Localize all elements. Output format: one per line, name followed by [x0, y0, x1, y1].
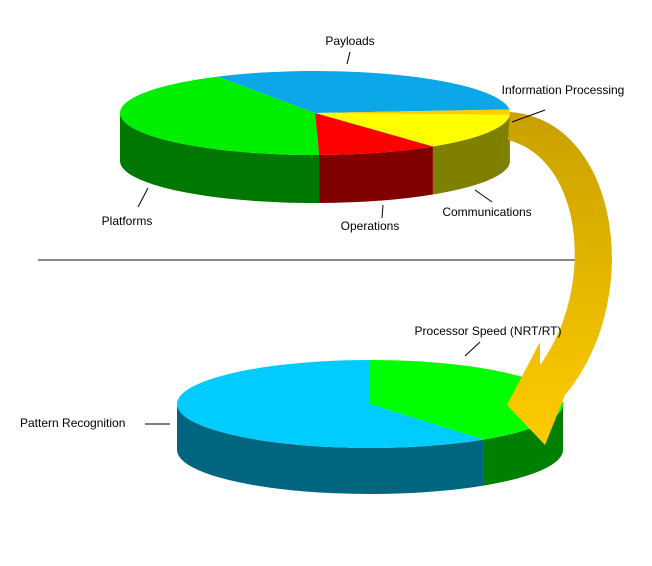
slice-label: Platforms: [102, 214, 153, 228]
slice: [315, 113, 510, 147]
slice-side: [319, 146, 433, 203]
leader-line: [464, 341, 481, 357]
slice-label: Payloads: [325, 34, 374, 48]
slice: [370, 360, 564, 440]
slice: [217, 71, 510, 113]
slice-label: Pattern Recognition: [20, 416, 125, 430]
slice: [315, 113, 433, 155]
leader-line: [474, 189, 493, 203]
labels: Payloads Information Processing Communicat…: [20, 34, 624, 430]
slice: [120, 76, 320, 155]
slice-side: [432, 114, 510, 195]
slice-label: Operations: [341, 219, 400, 233]
slice-side: [120, 113, 320, 203]
pies: [120, 71, 564, 494]
leader-line: [511, 109, 546, 123]
slice: [177, 360, 484, 448]
slice-label: Communications: [442, 205, 531, 219]
leader-line: [137, 187, 149, 208]
slice-label: Information Processing: [502, 83, 625, 97]
slice: [315, 109, 510, 115]
flow-arrow: [507, 112, 612, 445]
slice-label: Processor Speed (NRT/RT): [415, 324, 562, 338]
slice-side: [177, 404, 484, 494]
leader-line: [346, 51, 351, 65]
leader-line: [381, 204, 384, 219]
